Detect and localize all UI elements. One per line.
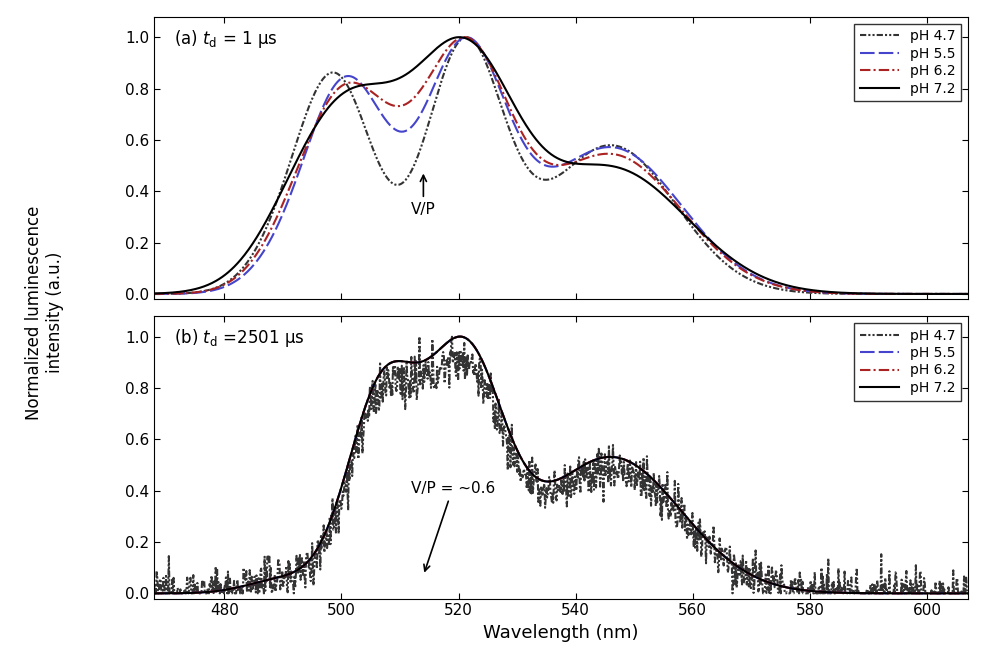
pH 7.2 bbox=[454, 332, 466, 340]
pH 6.2 bbox=[962, 290, 974, 298]
pH 5.5 bbox=[594, 454, 606, 462]
pH 5.5 bbox=[454, 332, 466, 340]
pH 7.2 bbox=[148, 289, 160, 297]
Text: Normalized luminescence
intensity (a.u.): Normalized luminescence intensity (a.u.) bbox=[25, 205, 65, 420]
pH 5.5 bbox=[148, 290, 160, 298]
pH 7.2 bbox=[285, 569, 297, 577]
pH 7.2 bbox=[767, 277, 779, 285]
pH 6.2 bbox=[198, 287, 210, 295]
pH 4.7 bbox=[285, 567, 297, 575]
pH 5.5 bbox=[962, 589, 974, 597]
pH 5.5 bbox=[422, 354, 434, 362]
pH 5.5 bbox=[767, 279, 779, 287]
pH 4.7 bbox=[501, 466, 513, 474]
pH 4.7 bbox=[962, 290, 974, 298]
pH 5.5 bbox=[577, 462, 589, 470]
pH 6.2 bbox=[501, 424, 513, 432]
pH 7.2 bbox=[501, 424, 513, 432]
pH 7.2 bbox=[962, 290, 974, 298]
pH 5.5 bbox=[962, 290, 974, 298]
pH 7.2 bbox=[422, 354, 434, 362]
pH 4.7 bbox=[413, 332, 425, 340]
Legend: pH 4.7, pH 5.5, pH 6.2, pH 7.2: pH 4.7, pH 5.5, pH 6.2, pH 7.2 bbox=[855, 323, 961, 400]
Line: pH 4.7: pH 4.7 bbox=[154, 37, 968, 294]
pH 4.7 bbox=[643, 166, 655, 174]
pH 5.5 bbox=[643, 164, 655, 172]
pH 6.2 bbox=[285, 569, 297, 577]
pH 6.2 bbox=[454, 332, 466, 340]
Legend: pH 4.7, pH 5.5, pH 6.2, pH 7.2: pH 4.7, pH 5.5, pH 6.2, pH 7.2 bbox=[855, 23, 961, 101]
pH 6.2 bbox=[148, 290, 160, 298]
pH 4.7 bbox=[962, 587, 974, 595]
pH 5.5 bbox=[850, 290, 862, 298]
pH 7.2 bbox=[850, 289, 862, 297]
pH 7.2 bbox=[594, 454, 606, 462]
pH 7.2 bbox=[643, 180, 655, 188]
pH 6.2 bbox=[594, 454, 606, 462]
pH 7.2 bbox=[962, 589, 974, 597]
pH 6.2 bbox=[622, 154, 634, 162]
X-axis label: Wavelength (nm): Wavelength (nm) bbox=[484, 624, 638, 642]
pH 4.7 bbox=[198, 287, 210, 295]
Line: pH 6.2: pH 6.2 bbox=[154, 37, 968, 294]
Line: pH 6.2: pH 6.2 bbox=[154, 336, 968, 593]
Line: pH 5.5: pH 5.5 bbox=[154, 37, 968, 294]
pH 4.7 bbox=[667, 198, 679, 205]
pH 4.7 bbox=[148, 290, 160, 298]
pH 6.2 bbox=[148, 589, 160, 597]
pH 5.5 bbox=[148, 589, 160, 597]
pH 6.2 bbox=[256, 577, 268, 585]
pH 5.5 bbox=[461, 33, 473, 41]
pH 6.2 bbox=[422, 354, 434, 362]
pH 4.7 bbox=[256, 585, 268, 593]
pH 6.2 bbox=[577, 462, 589, 470]
Text: (a) $t_{\mathrm{d}}$ = 1 μs: (a) $t_{\mathrm{d}}$ = 1 μs bbox=[175, 28, 278, 50]
pH 6.2 bbox=[459, 33, 471, 41]
pH 4.7 bbox=[423, 372, 435, 380]
pH 6.2 bbox=[643, 170, 655, 178]
pH 6.2 bbox=[850, 290, 862, 298]
Line: pH 4.7: pH 4.7 bbox=[154, 336, 968, 593]
Line: pH 7.2: pH 7.2 bbox=[154, 336, 968, 593]
pH 7.2 bbox=[454, 33, 466, 41]
pH 5.5 bbox=[198, 288, 210, 296]
pH 6.2 bbox=[767, 280, 779, 288]
Text: (b) $t_{\mathrm{d}}$ =2501 μs: (b) $t_{\mathrm{d}}$ =2501 μs bbox=[175, 327, 305, 349]
Text: V/P: V/P bbox=[411, 176, 436, 217]
pH 7.2 bbox=[667, 201, 679, 209]
pH 5.5 bbox=[501, 424, 513, 432]
Line: pH 7.2: pH 7.2 bbox=[154, 37, 968, 294]
pH 5.5 bbox=[256, 577, 268, 585]
pH 4.7 bbox=[850, 290, 862, 298]
pH 7.2 bbox=[198, 283, 210, 291]
pH 4.7 bbox=[461, 33, 473, 41]
pH 6.2 bbox=[962, 589, 974, 597]
pH 4.7 bbox=[577, 460, 589, 468]
pH 4.7 bbox=[622, 146, 634, 154]
pH 4.7 bbox=[767, 283, 779, 291]
pH 7.2 bbox=[577, 462, 589, 470]
pH 5.5 bbox=[667, 192, 679, 200]
pH 6.2 bbox=[667, 197, 679, 205]
pH 5.5 bbox=[285, 569, 297, 577]
Text: V/P = ~0.6: V/P = ~0.6 bbox=[410, 481, 495, 571]
pH 7.2 bbox=[622, 167, 634, 175]
pH 7.2 bbox=[148, 589, 160, 597]
pH 4.7 bbox=[594, 452, 606, 460]
pH 5.5 bbox=[622, 148, 634, 156]
pH 4.7 bbox=[148, 589, 160, 597]
pH 7.2 bbox=[256, 577, 268, 585]
Line: pH 5.5: pH 5.5 bbox=[154, 336, 968, 593]
